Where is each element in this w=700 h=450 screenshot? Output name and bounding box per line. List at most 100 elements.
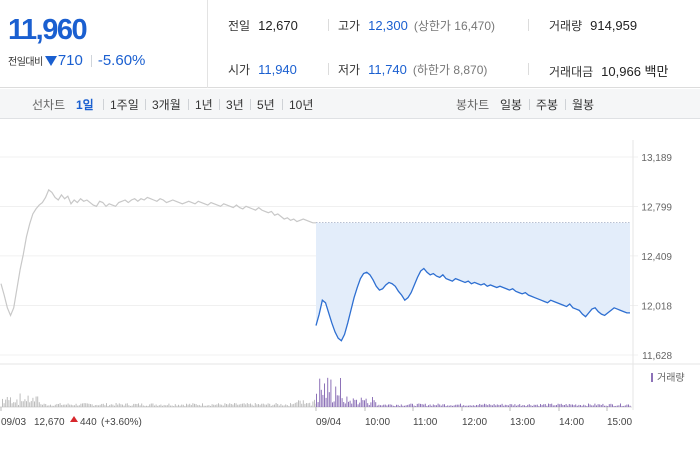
volume-bar-today [592,405,594,407]
volume-bar-today [338,395,340,407]
volume-bar-prev [221,404,223,407]
volume-bar-today [554,405,556,407]
volume-bar-today [562,404,564,407]
volume-bar-today [556,405,557,407]
change-amount: 710 [57,52,83,69]
period-1d-button[interactable]: 1일 [76,98,94,112]
volume-bar-prev [99,404,101,407]
volume-bar-today [320,389,322,407]
y-tick-label: 12,409 [641,252,672,263]
volume-bar-today [452,405,453,407]
volume-bar-today [415,405,417,407]
volume-bar-prev [301,403,303,407]
volume-bar-today [618,405,620,407]
volume-bar-today [501,403,503,407]
volume-bar-today [330,379,332,407]
volume-bar-today [575,404,577,407]
x-axis: 09/03 12,670 440 (+3.60%) 거래량 09/04 10:00… [0,372,685,428]
volume-bar-today [332,402,333,407]
volume-bar-prev [102,403,104,407]
volume-bar-prev [110,404,112,407]
divider [328,63,329,75]
volume-bar-today [525,405,527,407]
y-tick-label: 13,189 [641,153,672,164]
divider [90,54,92,67]
volume-bar-prev [243,403,245,407]
volume-bar-today [405,405,407,407]
volume-bar-today [544,404,546,407]
volume-bar-today [596,405,597,407]
x-tick-label: 14:00 [559,417,584,428]
volume-bar-prev [174,404,176,407]
volume-bar-prev [51,405,53,407]
price-chart[interactable]: 13,189 12,799 12,409 12,018 11,628 09/03 12,… [0,120,700,450]
volume-panel [0,363,700,408]
volume-bar-today [340,377,341,407]
volume-bar-today [532,405,533,407]
volume-bar-today [600,405,602,407]
volume-bar-prev [269,403,271,407]
line-chart-label: 선차트 [32,98,66,112]
volume-bar-today [397,404,399,407]
stat-value: 914,959 [590,18,638,33]
volume-bar-today [399,405,401,407]
volume-bar-prev [118,403,120,407]
volume-bar-prev [14,402,16,407]
volume-bar-prev [312,401,314,407]
divider [282,99,283,110]
period-3y-button[interactable]: 3년 [226,98,244,112]
volume-bar-prev [88,403,90,407]
volume-bar-today [453,405,455,407]
volume-bar-today [620,403,621,407]
volume-legend: 거래량 [657,372,685,384]
volume-bar-today [573,405,575,407]
volume-bar-today [624,405,626,407]
volume-bar-today [559,404,561,407]
volume-bar-prev [56,403,58,407]
stat-volume: 거래량 914,959 [549,17,637,34]
volume-bar-prev [299,400,301,407]
volume-bar-today [568,404,570,407]
volume-bar-prev [54,404,56,407]
period-5y-button[interactable]: 5년 [257,98,275,112]
candle-daily-button[interactable]: 일봉 [500,98,523,112]
volume-bar-today [583,404,585,407]
volume-bar-today [463,405,465,407]
period-10y-button[interactable]: 10년 [289,98,314,112]
volume-bar-today [456,404,458,407]
volume-bar-today [410,403,412,407]
volume-bar-today [448,405,450,407]
volume-bar-prev [34,401,35,407]
volume-bar-today [388,404,389,407]
volume-bar-today [546,405,548,407]
volume-bar-prev [3,403,5,407]
volume-bar-prev [218,403,219,407]
volume-bar-prev [227,404,229,407]
candle-monthly-button[interactable]: 월봉 [572,98,595,112]
volume-bar-prev [139,405,141,407]
period-3m-button[interactable]: 3개월 [152,98,181,112]
volume-bar-today [536,404,538,407]
volume-bar-prev [10,397,11,407]
volume-bar-today [357,404,359,407]
volume-bar-today [386,405,388,407]
volume-bar-today [327,377,329,407]
volume-bar-prev [141,403,143,407]
volume-bar-today [516,405,517,407]
volume-bar-prev [8,400,10,407]
volume-bar-prev [294,402,296,407]
x-tick-label: 12:00 [462,417,487,428]
volume-bar-today [421,404,423,407]
volume-bar-today [450,405,452,407]
volume-bar-prev [22,401,24,407]
volume-bar-prev [184,405,186,407]
volume-bar-prev [136,404,138,407]
period-1w-button[interactable]: 1주일 [110,98,139,112]
upper-limit: (상한가 16,470) [413,19,496,33]
candle-weekly-button[interactable]: 주봉 [536,98,559,112]
volume-bar-prev [126,403,128,407]
stat-label: 거래량 [549,19,583,33]
period-1y-button[interactable]: 1년 [195,98,213,112]
volume-bar-today [391,404,393,407]
volume-bar-today [541,404,543,407]
